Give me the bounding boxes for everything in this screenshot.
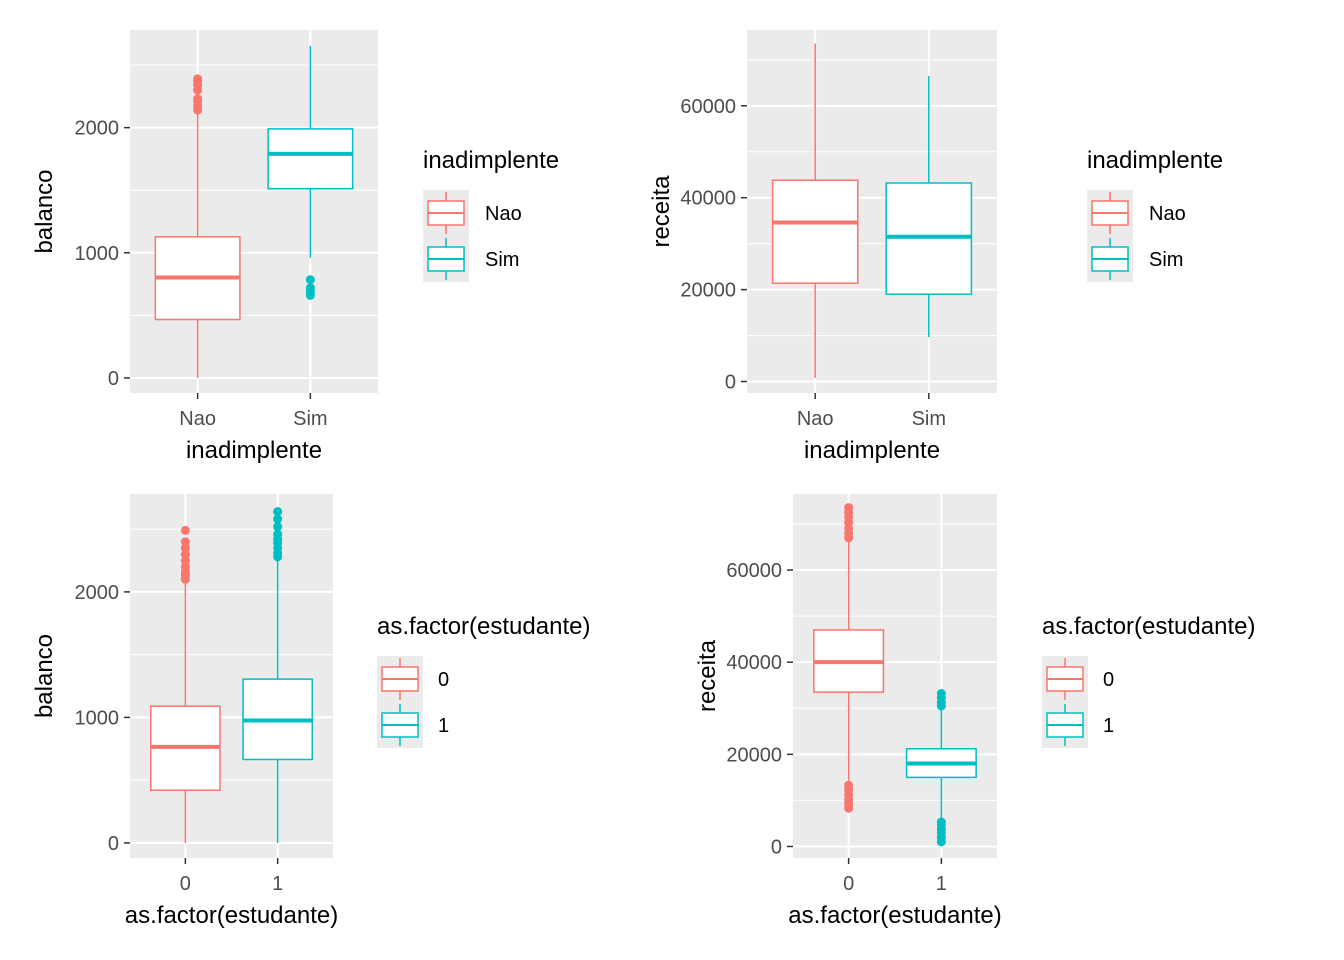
- box-iqr: [267, 128, 354, 190]
- box-0: [813, 503, 885, 813]
- outlier-point: [844, 780, 854, 790]
- legend: as.factor(estudante) 0 1: [1042, 613, 1255, 748]
- outlier-point: [936, 689, 946, 699]
- x-tick-label: Nao: [179, 408, 216, 430]
- legend-label: 1: [438, 715, 449, 737]
- box-Nao: [154, 74, 241, 378]
- outlier-point: [193, 94, 203, 104]
- box-0: [150, 525, 221, 843]
- outlier-point: [936, 817, 946, 827]
- outlier-point: [193, 74, 203, 84]
- x-tick-label: Sim: [912, 408, 946, 430]
- y-tick-label: 2000: [75, 582, 120, 604]
- x-tick-label: 0: [843, 873, 854, 895]
- y-axis-title: balanco: [31, 169, 58, 253]
- legend-title: inadimplente: [423, 147, 559, 174]
- legend-key-1: [377, 702, 423, 748]
- legend-label: Sim: [485, 249, 519, 271]
- legend: as.factor(estudante) 0 1: [377, 613, 590, 748]
- y-tick-label: 40000: [680, 188, 736, 210]
- x-axis-title: as.factor(estudante): [788, 902, 1001, 929]
- x-tick-label: 1: [936, 873, 947, 895]
- box-1: [242, 507, 313, 843]
- legend: inadimplente Nao Sim: [1087, 147, 1223, 282]
- plot-panel-1: 0 1000 2000 Nao Sim inadimplente balanco inadim…: [31, 30, 559, 464]
- outlier-point: [273, 522, 283, 532]
- outlier-point: [273, 514, 283, 524]
- legend-key-Sim: [1087, 236, 1133, 282]
- plot-panel-2: 0 20000 40000 60000 Nao Sim inadimplente receit…: [648, 30, 1223, 464]
- legend-label: Sim: [1149, 249, 1183, 271]
- plot-panel-4: 0 20000 40000 60000 0 1 as.factor(estudante) re…: [694, 494, 1255, 929]
- y-axis-title: receita: [694, 639, 721, 712]
- legend-key-0: [1042, 656, 1088, 702]
- x-tick-label: Nao: [797, 408, 834, 430]
- x-tick-label: 0: [180, 873, 191, 895]
- legend-title: as.factor(estudante): [1042, 613, 1255, 640]
- x-axis-title: as.factor(estudante): [125, 902, 338, 929]
- panel-background: [130, 494, 333, 858]
- y-tick-label: 40000: [726, 652, 782, 674]
- y-tick-label: 60000: [680, 96, 736, 118]
- outlier-point: [305, 283, 315, 293]
- outlier-point: [273, 529, 283, 539]
- box-iqr: [771, 179, 859, 284]
- y-tick-label: 1000: [75, 243, 120, 265]
- y-tick-label: 20000: [680, 280, 736, 302]
- legend-key-0: [377, 656, 423, 702]
- legend-title: as.factor(estudante): [377, 613, 590, 640]
- outlier-point: [305, 275, 315, 285]
- box-Sim: [267, 45, 354, 300]
- legend-key-Nao: [1087, 190, 1133, 236]
- box-Nao: [771, 43, 859, 378]
- y-tick-label: 0: [771, 836, 782, 858]
- outlier-point: [180, 543, 190, 553]
- x-tick-label: Sim: [293, 408, 327, 430]
- legend-label: 0: [1103, 669, 1114, 691]
- legend-title: inadimplente: [1087, 147, 1223, 174]
- legend-key-1: [1042, 702, 1088, 748]
- y-tick-label: 1000: [75, 707, 120, 729]
- outlier-point: [180, 562, 190, 572]
- y-tick-label: 0: [725, 372, 736, 394]
- legend-key-Sim: [423, 236, 469, 282]
- outlier-point: [273, 507, 283, 517]
- legend-label: 0: [438, 669, 449, 691]
- legend-label: Nao: [1149, 203, 1186, 225]
- legend-label: 1: [1103, 715, 1114, 737]
- y-tick-label: 20000: [726, 744, 782, 766]
- x-tick-label: 1: [272, 873, 283, 895]
- legend-key-Nao: [423, 190, 469, 236]
- outlier-point: [180, 537, 190, 547]
- box-Sim: [885, 76, 973, 338]
- y-tick-label: 2000: [75, 118, 120, 140]
- x-axis-title: inadimplente: [186, 437, 322, 464]
- plot-panel-3: 0 1000 2000 0 1 as.factor(estudante) balanco as…: [31, 494, 590, 929]
- outlier-point: [180, 525, 190, 535]
- legend-label: Nao: [485, 203, 522, 225]
- panel-background: [130, 30, 378, 393]
- outlier-point: [180, 556, 190, 566]
- y-tick-label: 0: [108, 833, 119, 855]
- outlier-point: [844, 503, 854, 513]
- x-axis-title: inadimplente: [804, 437, 940, 464]
- y-tick-label: 60000: [726, 560, 782, 582]
- y-axis-title: balanco: [31, 634, 58, 718]
- legend: inadimplente Nao Sim: [423, 147, 559, 282]
- box-1: [905, 689, 977, 847]
- outlier-point: [180, 549, 190, 559]
- y-axis-title: receita: [648, 175, 675, 248]
- y-tick-label: 0: [108, 368, 119, 390]
